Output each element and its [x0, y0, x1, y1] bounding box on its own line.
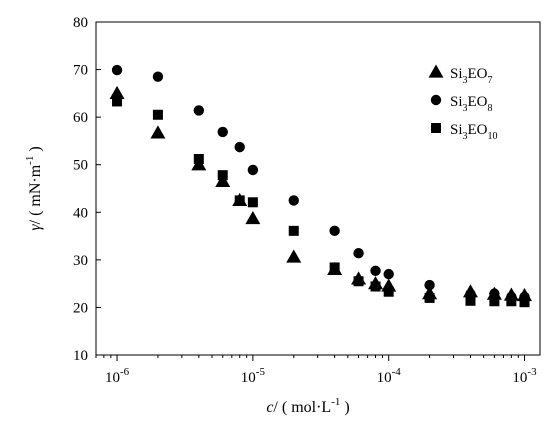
square-point — [353, 276, 364, 287]
legend-entry: Si3EO8 — [430, 94, 493, 114]
square-point — [288, 225, 299, 236]
circle-point — [353, 247, 364, 259]
square-point — [234, 195, 245, 206]
square-point — [383, 286, 394, 297]
circle-point — [288, 195, 299, 206]
circle-point — [247, 164, 259, 176]
legend-marker-square — [431, 123, 441, 133]
data-marks — [109, 64, 533, 308]
x-tick-label: 10-5 — [241, 366, 266, 386]
x-tick-label: 10-4 — [377, 366, 402, 386]
legend-label: Si3EO10 — [450, 122, 498, 142]
legend: Si3EO7 Si3EO8 Si3EO10 — [428, 64, 498, 142]
y-tick-label: 20 — [73, 300, 88, 316]
y-tick-label: 40 — [73, 205, 88, 221]
axis-ticks: 10 20 30 40 50 60 70 80 10-6 10-5 10-4 10-3 — [73, 15, 537, 386]
triangle-point — [109, 85, 125, 99]
triangle-point — [150, 125, 166, 139]
square-point — [506, 296, 517, 307]
triangle-point — [215, 173, 231, 187]
circle-point — [370, 265, 381, 276]
circle-point — [424, 279, 435, 291]
square-point — [424, 292, 435, 303]
square-point — [152, 109, 163, 120]
circle-point — [329, 225, 340, 237]
circle-point — [111, 64, 123, 76]
series-Si3EO10 — [112, 96, 530, 308]
legend-marker-triangle — [428, 64, 444, 78]
circle-point — [152, 71, 164, 82]
y-tick-label: 30 — [73, 253, 88, 269]
y-tick-label: 50 — [73, 158, 88, 174]
legend-label: Si3EO8 — [450, 94, 493, 114]
x-axis-label: c/ ( mol·L-1 ) — [266, 396, 349, 416]
square-point — [519, 297, 530, 308]
legend-marker-circle — [430, 94, 442, 106]
circle-point — [217, 126, 228, 138]
y-tick-label: 70 — [73, 63, 88, 79]
square-point — [329, 262, 340, 273]
circle-point — [193, 105, 205, 116]
y-tick-label: 60 — [73, 110, 88, 126]
legend-label: Si3EO7 — [450, 66, 493, 86]
x-tick-label: 10-6 — [105, 366, 130, 386]
axis-labels: c/ ( mol·L-1 ) γ/ ( mN·m-1 ) — [24, 146, 350, 416]
square-point — [217, 170, 228, 181]
legend-entry: Si3EO7 — [428, 64, 493, 86]
square-point — [193, 154, 204, 165]
y-axis-label: γ/ ( mN·m-1 ) — [24, 146, 44, 230]
triangle-point — [462, 284, 478, 298]
circle-point — [234, 141, 245, 153]
square-point — [489, 296, 500, 307]
triangle-point — [286, 249, 302, 263]
circle-point — [383, 268, 394, 280]
square-point — [370, 281, 381, 292]
triangle-point — [245, 210, 261, 225]
y-tick-label: 80 — [73, 15, 88, 31]
series-Si3EO7 — [109, 85, 533, 302]
square-point — [112, 96, 123, 107]
square-point — [465, 295, 476, 306]
legend-entry: Si3EO10 — [431, 122, 498, 142]
square-point — [247, 197, 258, 208]
y-tick-label: 10 — [73, 348, 88, 364]
x-tick-label: 10-3 — [512, 366, 537, 386]
